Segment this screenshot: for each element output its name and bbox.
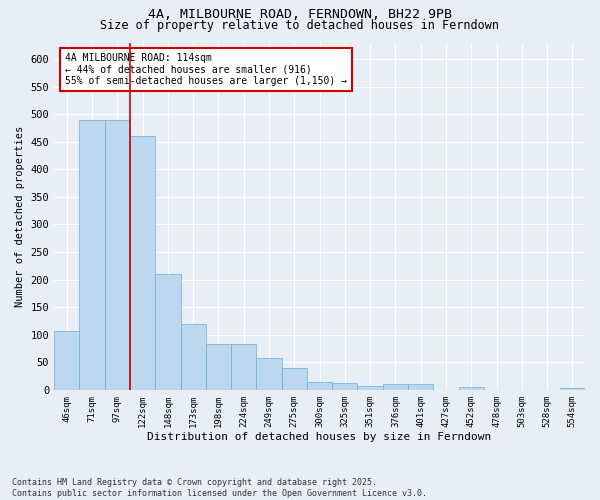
Text: 4A MILBOURNE ROAD: 114sqm
← 44% of detached houses are smaller (916)
55% of semi: 4A MILBOURNE ROAD: 114sqm ← 44% of detac… — [65, 53, 347, 86]
Bar — [181, 324, 206, 390]
Bar — [105, 120, 130, 390]
Bar — [130, 136, 155, 390]
Bar — [332, 382, 358, 390]
Text: Contains HM Land Registry data © Crown copyright and database right 2025.
Contai: Contains HM Land Registry data © Crown c… — [12, 478, 427, 498]
Bar — [358, 386, 383, 390]
Text: Size of property relative to detached houses in Ferndown: Size of property relative to detached ho… — [101, 19, 499, 32]
Bar — [307, 382, 332, 390]
Bar — [231, 344, 256, 390]
Y-axis label: Number of detached properties: Number of detached properties — [15, 126, 25, 307]
Bar — [408, 384, 433, 390]
Bar — [281, 368, 307, 390]
Bar — [458, 387, 484, 390]
Bar — [560, 388, 585, 390]
Bar — [155, 274, 181, 390]
Bar — [383, 384, 408, 390]
Bar — [54, 331, 79, 390]
X-axis label: Distribution of detached houses by size in Ferndown: Distribution of detached houses by size … — [148, 432, 492, 442]
Bar — [206, 344, 231, 390]
Bar — [79, 120, 105, 390]
Text: 4A, MILBOURNE ROAD, FERNDOWN, BH22 9PB: 4A, MILBOURNE ROAD, FERNDOWN, BH22 9PB — [148, 8, 452, 20]
Bar — [256, 358, 281, 390]
